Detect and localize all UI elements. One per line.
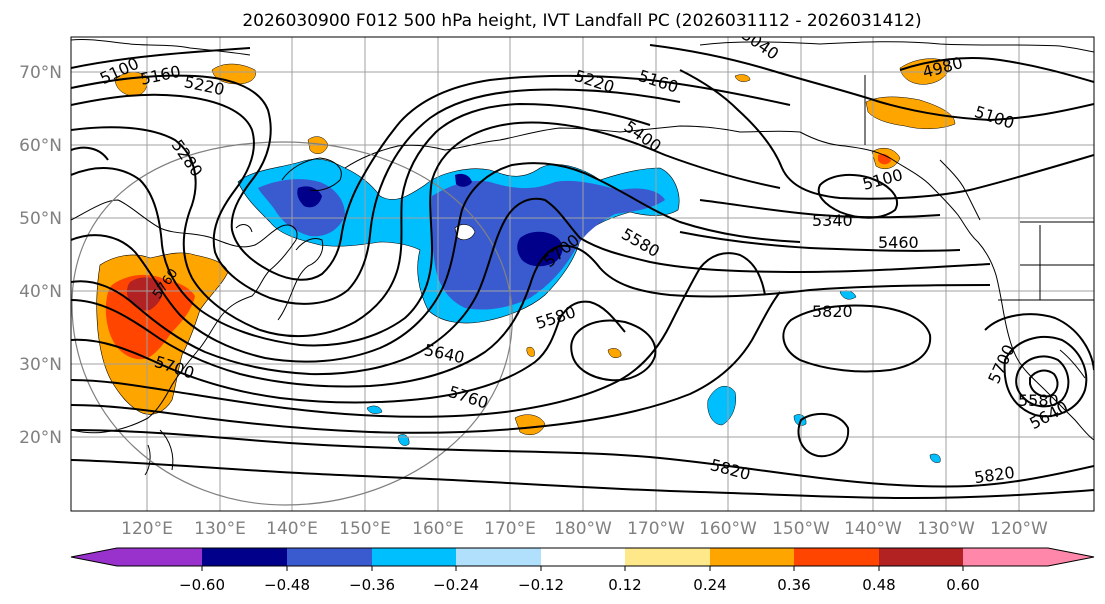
colorbar: −0.60 −0.48 −0.36 −0.24 −0.12 0.12 0.24 … xyxy=(70,547,1095,594)
lon-label: 160°W xyxy=(699,519,757,539)
colorbar-tick-label: −0.60 xyxy=(179,576,225,594)
colorbar-cell xyxy=(456,548,541,566)
positive-anomaly-area xyxy=(514,414,546,435)
colorbar-cell xyxy=(879,548,963,566)
colorbar-tick-label: −0.48 xyxy=(264,576,310,594)
colorbar-tick-label: −0.24 xyxy=(433,576,479,594)
positive-anomaly-area xyxy=(126,277,163,311)
hole xyxy=(454,224,476,241)
lon-label: 180°W xyxy=(554,519,612,539)
contour-label: 5460 xyxy=(878,233,919,252)
colorbar-tick-label: 0.36 xyxy=(777,576,810,594)
colorbar-tick-label: 0.60 xyxy=(946,576,979,594)
colorbar-cell xyxy=(963,548,1048,566)
figure-title: 2026030900 F012 500 hPa height, IVT Land… xyxy=(242,11,921,31)
negative-anomaly-area xyxy=(297,186,322,208)
contour-label: 5820 xyxy=(812,302,853,321)
colorbar-tick-label: 0.12 xyxy=(608,576,641,594)
gridlines xyxy=(71,37,1094,511)
colorbar-ticks xyxy=(201,566,964,571)
negative-anomaly-area xyxy=(455,173,472,187)
colorbar-tick-label: −0.12 xyxy=(518,576,564,594)
positive-anomaly-area xyxy=(526,346,535,357)
negative-anomaly-area xyxy=(707,385,736,426)
colorbar-extend-max xyxy=(1048,548,1094,566)
lat-label: 50°N xyxy=(19,209,62,229)
colorbar-cell xyxy=(372,548,456,566)
lon-label: 120°W xyxy=(990,519,1048,539)
lon-label: 170°E xyxy=(484,519,536,539)
ivt-shading xyxy=(96,58,956,463)
lat-label: 20°N xyxy=(19,428,62,448)
colorbar-cell xyxy=(287,548,372,566)
latitude-labels: 70°N 60°N 50°N 40°N 30°N 20°N xyxy=(19,63,62,448)
colorbar-cell xyxy=(541,548,625,566)
lon-label: 170°W xyxy=(627,519,685,539)
lat-label: 60°N xyxy=(19,136,62,156)
lat-label: 30°N xyxy=(19,355,62,375)
lon-label: 130°W xyxy=(917,519,975,539)
height-contours xyxy=(71,44,1094,500)
lon-label: 120°E xyxy=(121,519,173,539)
colorbar-cell xyxy=(202,548,287,566)
negative-anomaly-area xyxy=(929,453,941,463)
colorbar-cell xyxy=(625,548,710,566)
colorbar-cells xyxy=(71,548,1094,566)
lon-label: 130°E xyxy=(194,519,246,539)
lon-label: 140°W xyxy=(844,519,902,539)
lat-label: 70°N xyxy=(19,63,62,83)
colorbar-outline xyxy=(70,547,1095,567)
map-frame xyxy=(70,36,1095,512)
lon-label: 160°E xyxy=(412,519,464,539)
contour-label: 5580 xyxy=(1018,391,1059,410)
lon-label: 150°E xyxy=(339,519,391,539)
longitude-labels: 120°E 130°E 140°E 150°E 160°E 170°E 180°… xyxy=(121,519,1048,539)
colorbar-extend-min xyxy=(71,548,117,566)
negative-anomaly-area xyxy=(517,231,563,267)
map-panel: 5100 5160 5220 5280 5040 5220 5160 4980 … xyxy=(70,36,1095,512)
colorbar-tick-label: −0.36 xyxy=(349,576,395,594)
lon-label: 140°E xyxy=(266,519,318,539)
colorbar-cell xyxy=(794,548,879,566)
colorbar-tick-label: 0.24 xyxy=(693,576,726,594)
colorbar-cell xyxy=(117,548,202,566)
colorbar-tick-label: 0.48 xyxy=(862,576,895,594)
colorbar-cell xyxy=(710,548,794,566)
negative-anomaly-area xyxy=(366,405,383,414)
negative-anomaly-area xyxy=(258,179,345,237)
positive-anomaly-area xyxy=(607,348,622,358)
contour-label: 5340 xyxy=(812,211,853,230)
lat-label: 40°N xyxy=(19,282,62,302)
lon-label: 150°W xyxy=(772,519,830,539)
colorbar-labels: −0.60 −0.48 −0.36 −0.24 −0.12 0.12 0.24 … xyxy=(179,576,980,594)
positive-anomaly-area xyxy=(734,74,751,82)
